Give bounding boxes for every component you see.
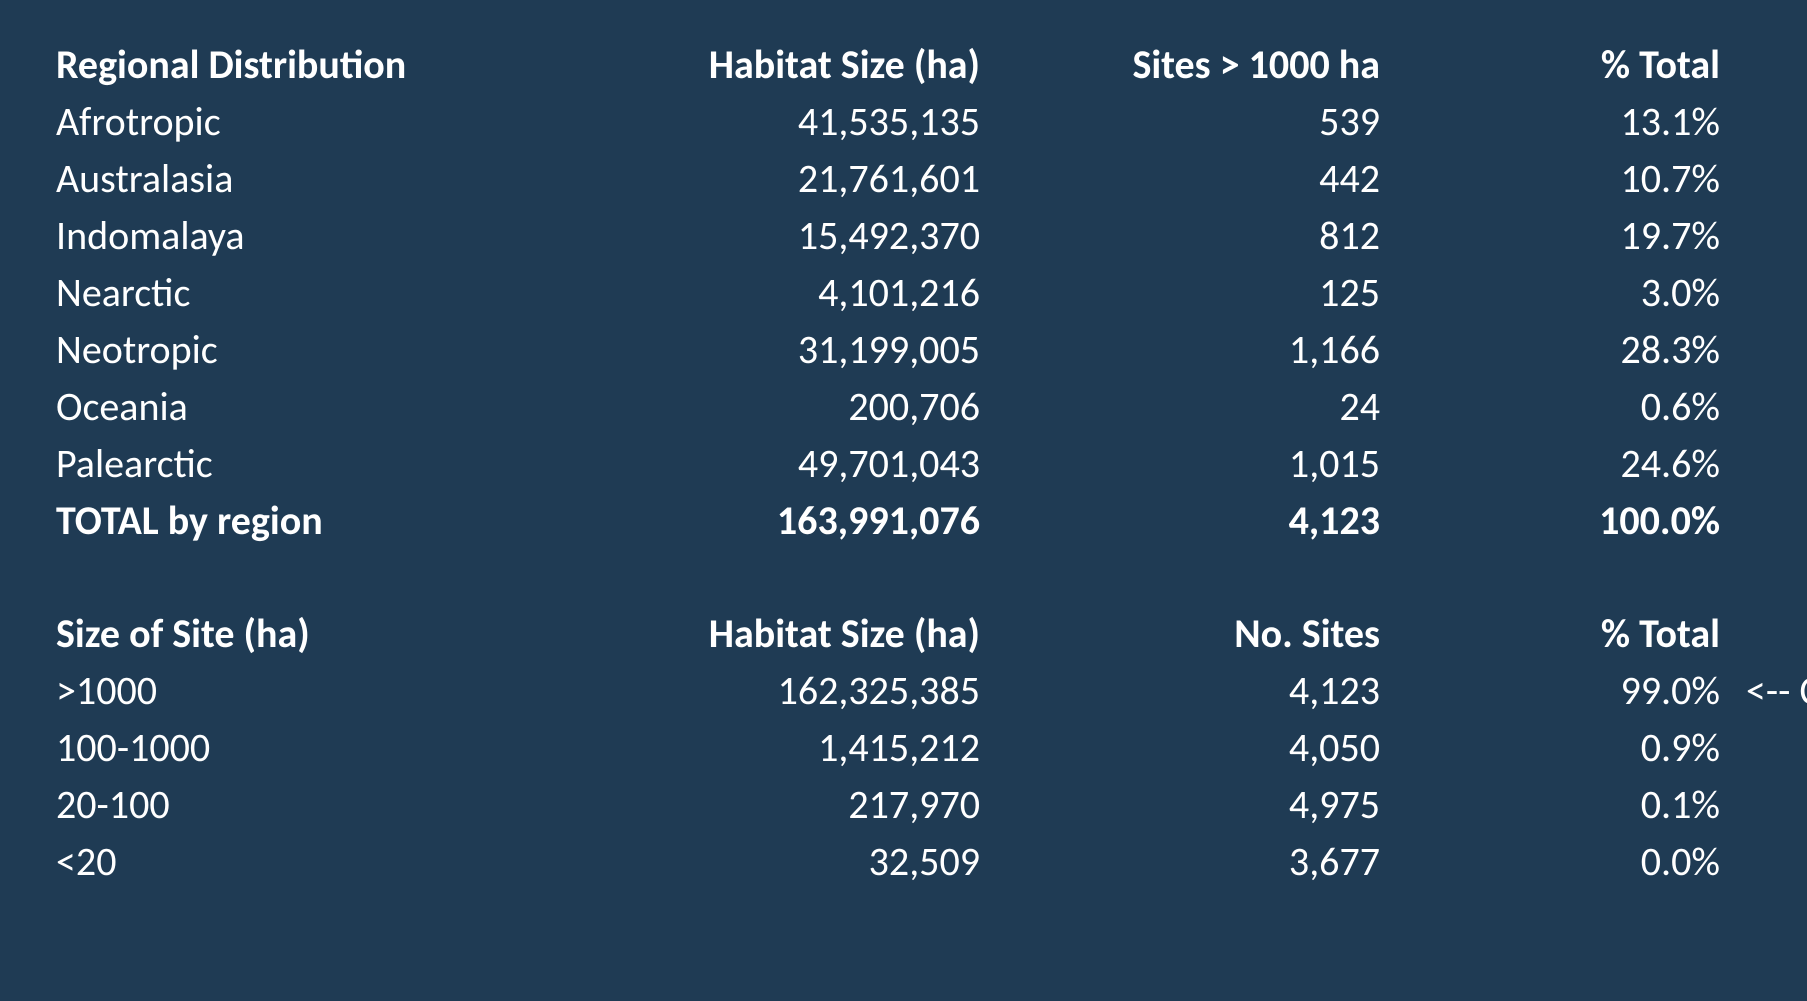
table1-cell-pct: 19.7%	[1388, 207, 1728, 264]
table2-cell-habitat: 162,325,385	[568, 662, 988, 719]
table1-row: Indomalaya 15,492,370 812 19.7%	[48, 207, 1759, 264]
table2-cell-size: >1000	[48, 662, 568, 719]
table1-cell-region: Palearctic	[48, 435, 568, 492]
table2-row: 20-100 217,970 4,975 0.1%	[48, 776, 1759, 833]
table2-cell-pct: 0.0%	[1388, 833, 1728, 890]
table1-cell-habitat: 200,706	[568, 378, 988, 435]
table2-cell-pct: 0.9%	[1388, 719, 1728, 776]
table1-row: Oceania 200,706 24 0.6%	[48, 378, 1759, 435]
table1-cell-pct: 28.3%	[1388, 321, 1728, 378]
table2-cell-habitat: 32,509	[568, 833, 988, 890]
table1-cell-habitat: 49,701,043	[568, 435, 988, 492]
table2-annotation	[1728, 719, 1759, 776]
table2-header-row: Size of Site (ha) Habitat Size (ha) No. …	[48, 605, 1759, 662]
table1-row: Afrotropic 41,535,135 539 13.1%	[48, 93, 1759, 150]
table1-header-row: Regional Distribution Habitat Size (ha) …	[48, 36, 1759, 93]
table2-cell-pct: 99.0%	[1388, 662, 1728, 719]
table1-cell-habitat: 31,199,005	[568, 321, 988, 378]
table2-header-col2: Habitat Size (ha)	[568, 605, 988, 662]
table2-annotation	[1728, 833, 1759, 890]
table2-cell-habitat: 217,970	[568, 776, 988, 833]
table2-cell-habitat: 1,415,212	[568, 719, 988, 776]
table1-cell-habitat: 41,535,135	[568, 93, 988, 150]
table1-cell-sites: 24	[988, 378, 1388, 435]
table1-cell-region: Nearctic	[48, 264, 568, 321]
table2-header-col1: Size of Site (ha)	[48, 605, 568, 662]
table2-cell-pct: 0.1%	[1388, 776, 1728, 833]
table1-header-col1: Regional Distribution	[48, 36, 568, 93]
table1-total-habitat: 163,991,076	[568, 492, 988, 549]
slide-root: Regional Distribution Habitat Size (ha) …	[0, 0, 1807, 926]
table2-cell-sites: 3,677	[988, 833, 1388, 890]
table1-cell-pct: 13.1%	[1388, 93, 1728, 150]
table2-header-col4: % Total	[1388, 605, 1728, 662]
table1-total-row: TOTAL by region 163,991,076 4,123 100.0%	[48, 492, 1759, 549]
table2-cell-size: 20-100	[48, 776, 568, 833]
table1-cell-region: Neotropic	[48, 321, 568, 378]
table1-row: Palearctic 49,701,043 1,015 24.6%	[48, 435, 1759, 492]
table-spacer	[48, 549, 1759, 605]
table1-cell-region: Afrotropic	[48, 93, 568, 150]
table1-total-sites: 4,123	[988, 492, 1388, 549]
table2-header-col3: No. Sites	[988, 605, 1388, 662]
table1-total-pct: 100.0%	[1388, 492, 1728, 549]
table1-cell-pct: 10.7%	[1388, 150, 1728, 207]
table2-annotation	[1728, 776, 1759, 833]
table2-cell-sites: 4,975	[988, 776, 1388, 833]
table1-header-col4: % Total	[1388, 36, 1728, 93]
table1-cell-sites: 1,166	[988, 321, 1388, 378]
table1-cell-pct: 0.6%	[1388, 378, 1728, 435]
table2-cell-sites: 4,050	[988, 719, 1388, 776]
table2-cell-size: <20	[48, 833, 568, 890]
table1-cell-habitat: 4,101,216	[568, 264, 988, 321]
table1-row: Australasia 21,761,601 442 10.7%	[48, 150, 1759, 207]
table2-row: <20 32,509 3,677 0.0%	[48, 833, 1759, 890]
table1-cell-region: Indomalaya	[48, 207, 568, 264]
table1-cell-sites: 539	[988, 93, 1388, 150]
table1-cell-sites: 812	[988, 207, 1388, 264]
table1-cell-sites: 442	[988, 150, 1388, 207]
table1-cell-sites: 1,015	[988, 435, 1388, 492]
table1-total-label: TOTAL by region	[48, 492, 568, 549]
table2-cell-sites: 4,123	[988, 662, 1388, 719]
table2-row: 100-1000 1,415,212 4,050 0.9%	[48, 719, 1759, 776]
table1-header-col3: Sites > 1000 ha	[988, 36, 1388, 93]
table1-cell-sites: 125	[988, 264, 1388, 321]
table2-cell-size: 100-1000	[48, 719, 568, 776]
table1-row: Neotropic 31,199,005 1,166 28.3%	[48, 321, 1759, 378]
table1-cell-habitat: 21,761,601	[568, 150, 988, 207]
table1-header-col2: Habitat Size (ha)	[568, 36, 988, 93]
table1-cell-region: Oceania	[48, 378, 568, 435]
table2-row: >1000 162,325,385 4,123 99.0% <-- CIAs	[48, 662, 1759, 719]
table1-cell-pct: 3.0%	[1388, 264, 1728, 321]
table1-cell-region: Australasia	[48, 150, 568, 207]
table1-row: Nearctic 4,101,216 125 3.0%	[48, 264, 1759, 321]
table1-cell-habitat: 15,492,370	[568, 207, 988, 264]
data-tables: Regional Distribution Habitat Size (ha) …	[48, 36, 1759, 890]
table1-cell-pct: 24.6%	[1388, 435, 1728, 492]
table2-annotation: <-- CIAs	[1728, 662, 1759, 719]
